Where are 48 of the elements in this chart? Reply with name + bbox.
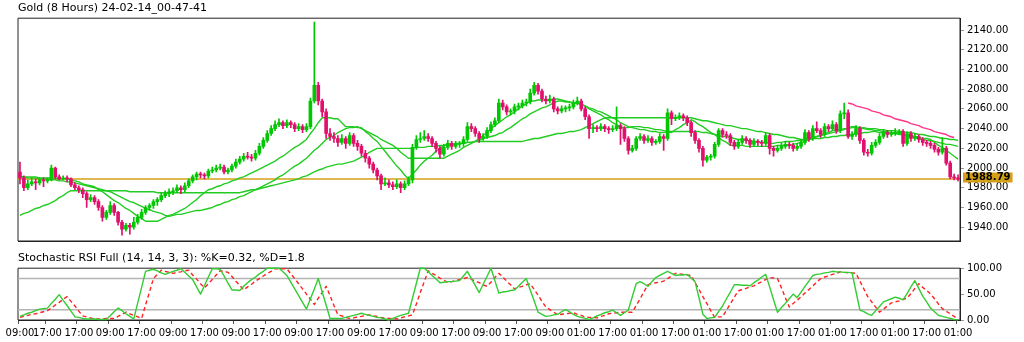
x-tick-label: 09:00 (409, 326, 439, 338)
y-tick-label: 1940.00 (967, 220, 1009, 232)
y-tick-label: 2000.00 (967, 161, 1009, 173)
chart-title: Stochastic RSI Full (14, 14, 3, 3): %K=0.32, %D=1.8 (18, 251, 305, 265)
x-tick-label: 09:00 (535, 326, 565, 338)
x-tick-label: 01:00 (880, 326, 910, 338)
x-tick-label: 09:00 (221, 326, 251, 338)
x-tick-label: 17:00 (598, 326, 628, 338)
y-tick-label: 1960.00 (967, 201, 1009, 213)
y-tick-label: 2020.00 (967, 141, 1009, 153)
x-tick-label: 01:00 (755, 326, 785, 338)
y-tick-label: 100.00 (967, 261, 1002, 273)
x-tick-label: 01:00 (818, 326, 847, 338)
y-tick-label: 0.00 (967, 313, 990, 325)
x-tick-label: 01:00 (943, 326, 973, 338)
x-tick-label: 09:00 (5, 326, 35, 338)
x-tick-label: 17:00 (912, 326, 942, 338)
y-tick-label: 2140.00 (967, 23, 1009, 35)
x-tick-label: 17:00 (64, 326, 94, 338)
y-tick-label: 2080.00 (967, 82, 1009, 94)
y-tick-label: 2120.00 (967, 43, 1009, 55)
x-tick-label: 17:00 (661, 326, 690, 338)
x-tick-label: 17:00 (127, 326, 157, 338)
y-tick-label: 2040.00 (967, 122, 1009, 134)
x-tick-label: 17:00 (504, 326, 533, 338)
x-tick-label: 09:00 (158, 326, 188, 338)
x-tick-label: 17:00 (786, 326, 816, 338)
x-tick-label: 01:00 (566, 326, 596, 338)
x-tick-label: 17:00 (723, 326, 753, 338)
x-tick-label: 09:00 (472, 326, 502, 338)
x-tick-label: 17:00 (378, 326, 408, 338)
x-tick-label: 17:00 (33, 326, 62, 338)
x-tick-label: 17:00 (849, 326, 879, 338)
x-tick-label: 09:00 (95, 326, 125, 338)
x-tick-label: 09:00 (284, 326, 314, 338)
x-tick-label: 17:00 (252, 326, 282, 338)
x-tick-label: 17:00 (441, 326, 471, 338)
ref-line-label: 1988.79 (965, 171, 1011, 183)
y-tick-label: 50.00 (967, 287, 996, 299)
y-tick-label: 2060.00 (967, 102, 1009, 114)
y-tick-label: 1980.00 (967, 181, 1009, 193)
x-tick-label: 09:00 (347, 326, 376, 338)
x-tick-label: 17:00 (315, 326, 345, 338)
x-tick-label: 01:00 (629, 326, 659, 338)
x-tick-label: 17:00 (190, 326, 219, 338)
y-tick-label: 2100.00 (967, 63, 1009, 75)
chart-title: Gold (8 Hours) 24-02-14_00-47-41 (18, 1, 207, 15)
x-tick-label: 01:00 (692, 326, 722, 338)
